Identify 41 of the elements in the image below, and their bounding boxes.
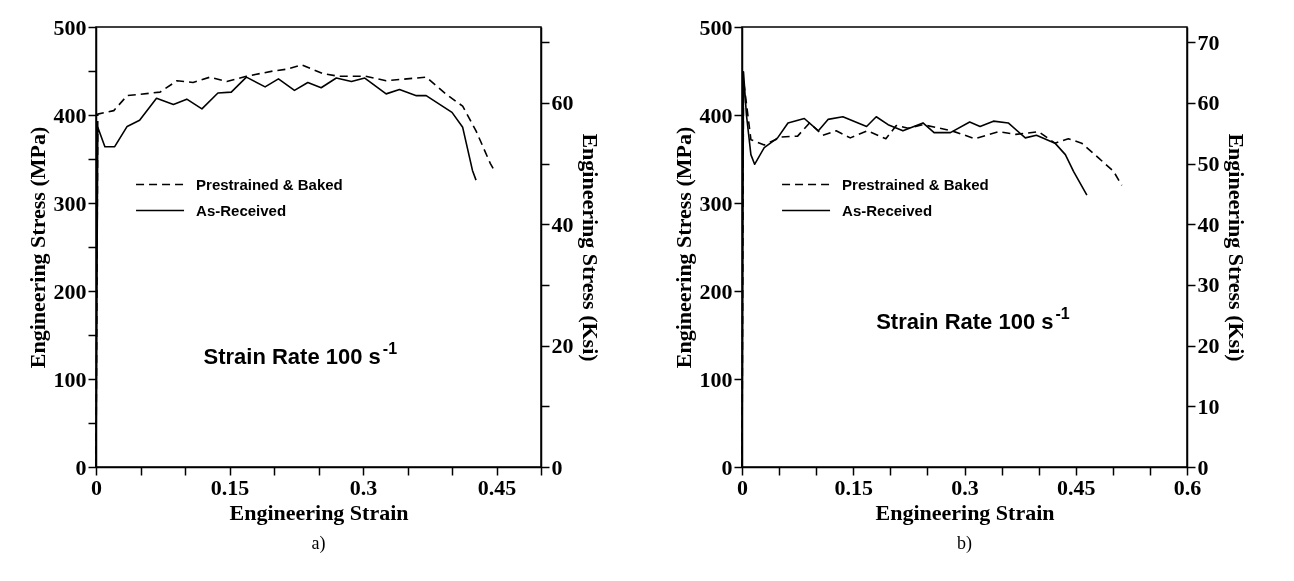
y2-tick-label: 60 bbox=[551, 90, 574, 116]
x-tick-label: 0.15 bbox=[834, 474, 873, 500]
y2-tick-label: 60 bbox=[1197, 90, 1220, 116]
y-tick-label: 0 bbox=[75, 454, 87, 480]
y-tick-label: 200 bbox=[53, 278, 87, 304]
y-axis-title: Engineering Stress (MPa) bbox=[24, 126, 50, 369]
y-tick-label: 100 bbox=[53, 366, 87, 392]
y2-tick-label: 70 bbox=[1197, 29, 1220, 55]
x-tick-label: 0.45 bbox=[1057, 474, 1096, 500]
y-tick-label: 500 bbox=[699, 14, 733, 40]
legend-label: Prestrained & Baked bbox=[842, 175, 989, 193]
x-axis-title: Engineering Strain bbox=[229, 499, 409, 525]
y-tick-label: 400 bbox=[699, 102, 733, 128]
text: a) bbox=[311, 533, 326, 554]
y2-tick-label: 50 bbox=[1197, 151, 1220, 177]
y2-tick-label: 40 bbox=[1197, 211, 1220, 237]
y-axis-title: Engineering Stress (MPa) bbox=[670, 126, 696, 369]
x-axis-title: Engineering Strain bbox=[875, 499, 1055, 525]
y2-axis-title: Engineering Stress (Ksi) bbox=[1223, 133, 1249, 362]
text: b) bbox=[957, 533, 972, 554]
y2-tick-label: 10 bbox=[1197, 393, 1220, 419]
y2-tick-label: 40 bbox=[551, 211, 574, 237]
y2-tick-label: 30 bbox=[1197, 272, 1220, 298]
x-tick-label: 0.3 bbox=[951, 474, 979, 500]
y-tick-label: 300 bbox=[699, 190, 733, 216]
legend-label: As-Received bbox=[842, 201, 933, 219]
y2-axis-title: Engineering Stress (Ksi) bbox=[577, 133, 603, 362]
y-tick-label: 300 bbox=[53, 190, 87, 216]
y-tick-label: 100 bbox=[699, 366, 733, 392]
y2-tick-label: 20 bbox=[1197, 333, 1220, 359]
x-tick-label: 0.45 bbox=[477, 474, 517, 500]
y2-tick-label: 20 bbox=[551, 333, 574, 359]
y-tick-label: 500 bbox=[53, 14, 87, 40]
x-tick-label: 0.15 bbox=[210, 474, 250, 500]
y-tick-label: 0 bbox=[721, 454, 733, 480]
legend-label: Prestrained & Baked bbox=[196, 175, 343, 193]
y2-tick-label: 0 bbox=[551, 454, 563, 480]
x-tick-label: 0.3 bbox=[349, 474, 378, 500]
y-tick-label: 400 bbox=[53, 102, 87, 128]
legend-label: As-Received bbox=[196, 201, 287, 219]
y-tick-label: 200 bbox=[699, 278, 733, 304]
